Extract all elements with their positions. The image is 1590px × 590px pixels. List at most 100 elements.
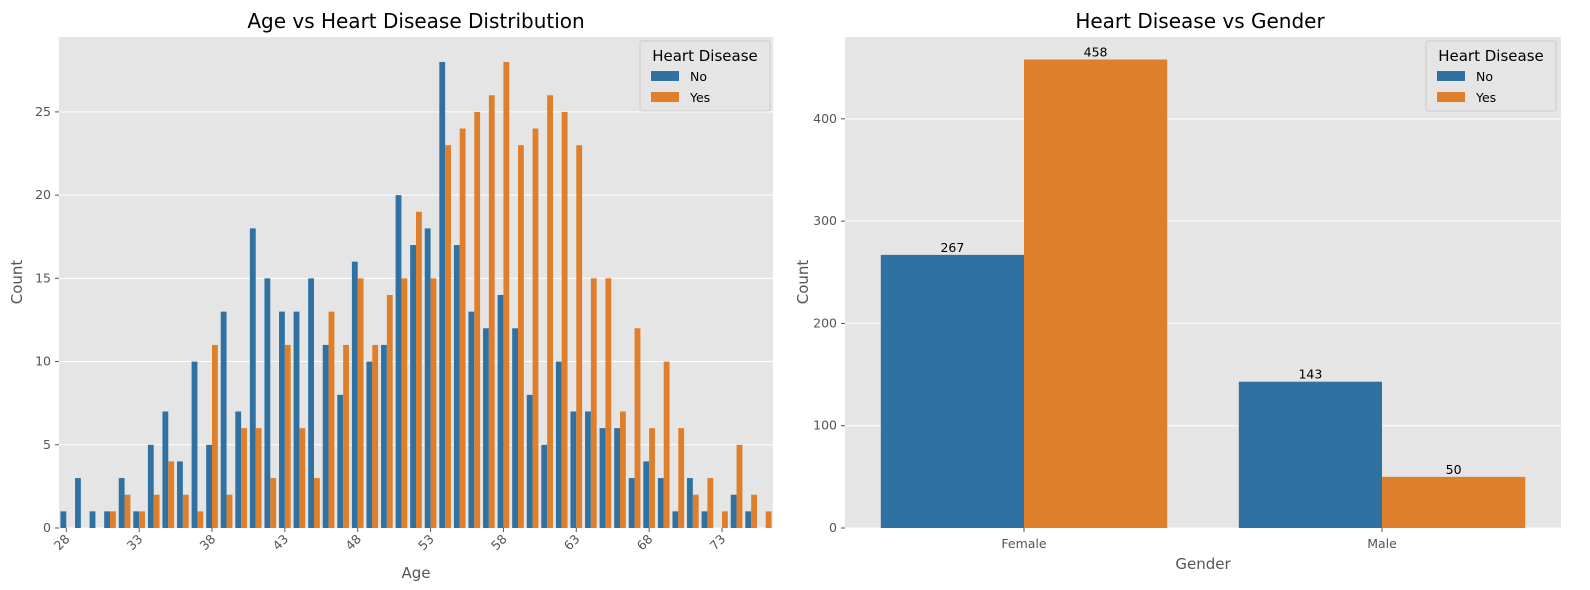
bar-yes-54 (445, 145, 451, 528)
age-chart-title: Age vs Heart Disease Distribution (247, 9, 584, 33)
x-tick-label: Male (1367, 536, 1397, 551)
age-chart-ylabel: Count (8, 260, 26, 305)
bar-no-61 (541, 444, 548, 528)
bar-value-label: 267 (940, 240, 964, 255)
gender-chart-legend: Heart Disease No Yes (1425, 40, 1557, 112)
bar-yes-62 (561, 111, 568, 528)
age-chart-bars (60, 61, 772, 529)
age-chart-y-ticks: 0 5 10 15 20 25 (35, 104, 59, 535)
bar-yes-75 (751, 494, 757, 528)
y-tick-label: 25 (35, 104, 51, 119)
bar-yes-68 (649, 428, 655, 528)
bar-no-37 (191, 361, 198, 528)
bar-no-39 (220, 311, 227, 528)
bar-no-56 (468, 311, 475, 528)
bar-no-50 (381, 344, 387, 528)
bar-no-52 (410, 245, 416, 528)
bar-no-28 (60, 511, 67, 528)
x-tick-label: 48 (342, 531, 364, 553)
bar-value-label: 50 (1446, 462, 1462, 477)
y-tick-label: 0 (829, 520, 837, 535)
bar-yes-44 (299, 428, 306, 528)
bar-no-49 (366, 361, 373, 528)
bar-no-65 (599, 428, 606, 528)
y-tick-label: 10 (35, 354, 51, 369)
gender-legend-label-yes: Yes (1475, 90, 1496, 105)
bar-yes-71 (692, 494, 699, 528)
bar-no-43 (279, 311, 285, 528)
y-tick-label: 15 (35, 270, 51, 285)
gender-chart-ylabel: Count (794, 260, 812, 305)
gender-chart-xlabel: Gender (1175, 555, 1231, 573)
bar-yes-42 (270, 478, 277, 528)
bar-yes-39 (226, 494, 233, 528)
bar-yes-35 (168, 461, 175, 528)
bar-no-60 (526, 394, 533, 528)
bar-no-62 (555, 361, 562, 528)
gender-chart-x-ticks: Female Male (1001, 528, 1397, 551)
gender-chart-bars: 267 143 458 50 (880, 45, 1526, 529)
bar-yes-male (1382, 476, 1526, 528)
y-tick-label: 300 (813, 213, 837, 228)
y-tick-label: 20 (35, 187, 51, 202)
bar-value-label: 458 (1084, 45, 1108, 60)
bar-yes-69 (663, 361, 670, 528)
bar-no-46 (322, 344, 329, 528)
bar-no-33 (133, 511, 140, 528)
x-tick-label: Female (1001, 536, 1047, 551)
bar-yes-48 (357, 278, 364, 528)
bar-no-55 (453, 245, 460, 528)
bar-no-70 (672, 511, 679, 528)
bar-no-58 (497, 294, 504, 528)
y-tick-label: 0 (43, 520, 51, 535)
bar-yes-52 (416, 211, 422, 529)
x-tick-label: 43 (269, 531, 291, 553)
bar-yes-female (1024, 59, 1168, 529)
bar-no-34 (147, 444, 154, 528)
bar-yes-43 (284, 344, 291, 528)
bar-yes-55 (459, 128, 466, 529)
gender-legend-label-no: No (1476, 69, 1493, 84)
bar-yes-45 (314, 478, 320, 528)
bar-no-38 (206, 444, 212, 528)
bar-yes-33 (139, 511, 145, 528)
age-chart: Age vs Heart Disease Distribution 0 5 10 15… (8, 9, 773, 582)
bar-no-57 (483, 328, 489, 528)
bar-no-31 (104, 511, 110, 528)
bar-no-74 (730, 494, 737, 528)
bar-no-54 (439, 61, 446, 529)
bar-yes-34 (153, 494, 160, 528)
x-tick-label: 53 (415, 531, 437, 553)
bar-yes-76 (765, 511, 772, 528)
bar-yes-36 (182, 494, 189, 528)
bar-no-59 (512, 328, 518, 528)
bar-no-42 (264, 278, 271, 528)
age-legend-label-no: No (690, 69, 707, 84)
bar-yes-53 (430, 278, 437, 528)
gender-chart-title: Heart Disease vs Gender (1075, 9, 1325, 33)
bar-yes-66 (620, 411, 626, 528)
gender-legend-swatch-yes (1437, 92, 1465, 102)
bar-no-66 (614, 428, 620, 528)
gender-legend-title: Heart Disease (1438, 47, 1544, 65)
age-chart-legend: Heart Disease No Yes (639, 40, 771, 112)
bar-yes-61 (547, 95, 553, 528)
gender-chart-y-ticks: 0 100 200 300 400 (813, 111, 845, 535)
x-tick-label: 63 (561, 531, 583, 553)
bar-no-64 (585, 411, 591, 528)
age-legend-label-yes: Yes (689, 90, 710, 105)
bar-no-41 (249, 228, 256, 528)
bar-no-67 (628, 478, 635, 528)
bar-no-48 (351, 261, 358, 528)
bar-value-label: 143 (1298, 367, 1322, 382)
bar-no-75 (745, 511, 752, 528)
bar-yes-67 (634, 328, 641, 528)
bar-no-40 (235, 411, 242, 528)
y-tick-label: 5 (43, 437, 51, 452)
bar-yes-51 (401, 278, 408, 528)
x-tick-label: 38 (197, 531, 219, 553)
x-tick-label: 58 (488, 531, 510, 553)
bar-yes-74 (736, 444, 743, 528)
bar-yes-37 (197, 511, 204, 528)
